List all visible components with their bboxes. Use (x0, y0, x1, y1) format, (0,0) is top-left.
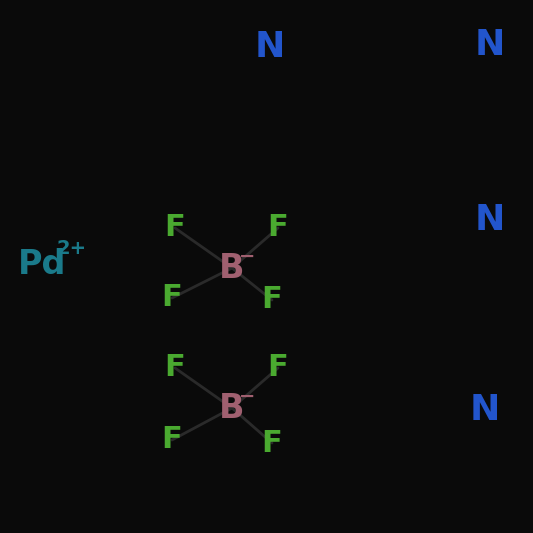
Text: 2+: 2+ (56, 239, 86, 259)
Text: N: N (470, 393, 500, 427)
Text: N: N (255, 30, 285, 64)
Text: F: F (161, 425, 182, 455)
Text: −: − (239, 386, 255, 406)
Text: F: F (268, 214, 288, 243)
Text: N: N (474, 203, 505, 237)
Text: F: F (165, 353, 185, 383)
Text: B: B (219, 252, 245, 285)
Text: F: F (262, 429, 282, 457)
Text: F: F (161, 284, 182, 312)
Text: F: F (165, 214, 185, 243)
Text: B: B (219, 392, 245, 424)
Text: Pd: Pd (18, 248, 67, 281)
Text: F: F (262, 286, 282, 314)
Text: −: − (239, 246, 255, 265)
Text: N: N (474, 28, 505, 62)
Text: F: F (268, 353, 288, 383)
